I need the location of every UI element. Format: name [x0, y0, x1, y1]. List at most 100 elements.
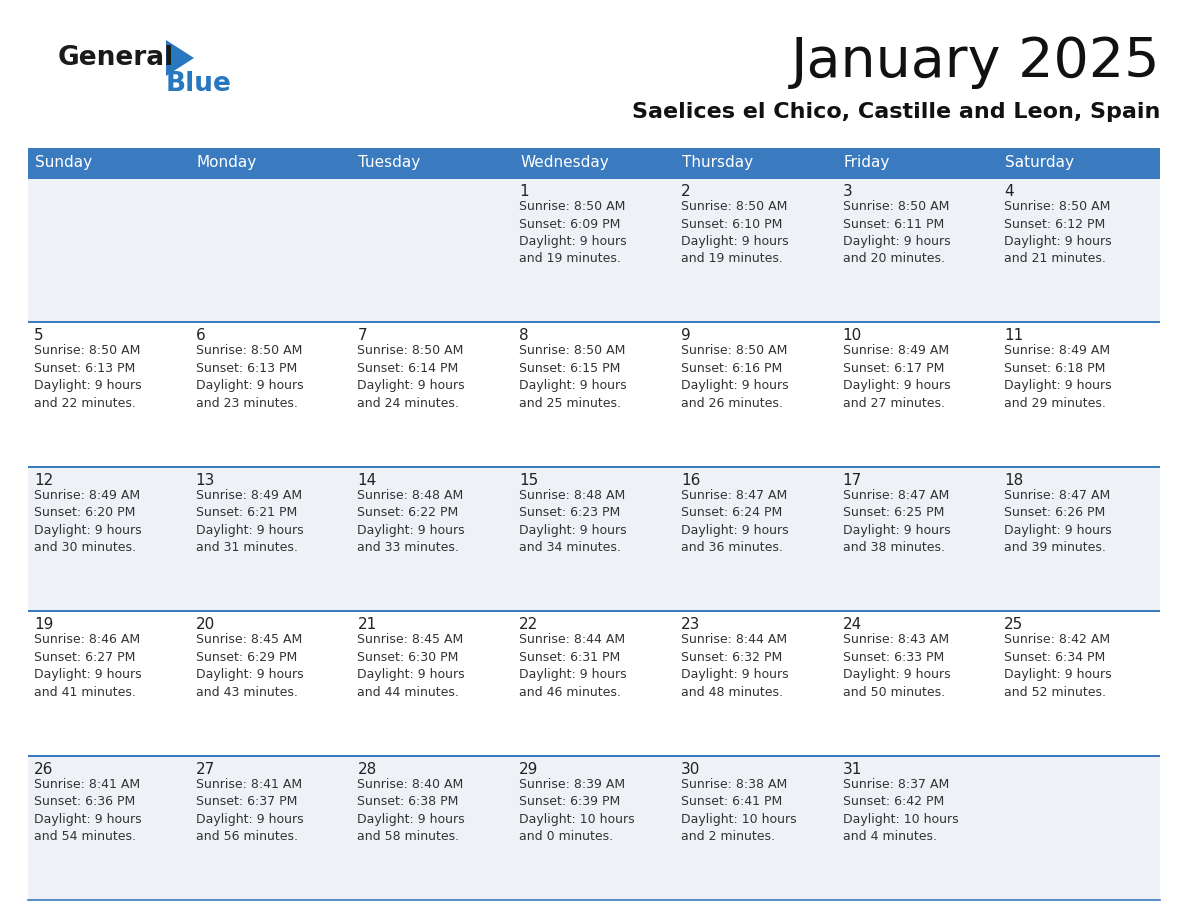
Text: 29: 29: [519, 762, 538, 777]
Bar: [675, 756, 836, 900]
Text: Sunrise: 8:50 AM
Sunset: 6:14 PM
Daylight: 9 hours
and 24 minutes.: Sunrise: 8:50 AM Sunset: 6:14 PM Dayligh…: [358, 344, 465, 410]
Bar: [513, 148, 675, 178]
Text: 18: 18: [1004, 473, 1024, 487]
Text: Sunrise: 8:41 AM
Sunset: 6:37 PM
Daylight: 9 hours
and 56 minutes.: Sunrise: 8:41 AM Sunset: 6:37 PM Dayligh…: [196, 778, 303, 843]
Text: 19: 19: [34, 617, 53, 633]
Text: 5: 5: [34, 329, 44, 343]
Bar: [836, 178, 998, 322]
Text: Sunrise: 8:46 AM
Sunset: 6:27 PM
Daylight: 9 hours
and 41 minutes.: Sunrise: 8:46 AM Sunset: 6:27 PM Dayligh…: [34, 633, 141, 699]
Bar: [190, 466, 352, 611]
Text: 16: 16: [681, 473, 700, 487]
Text: 13: 13: [196, 473, 215, 487]
Text: 20: 20: [196, 617, 215, 633]
Bar: [352, 466, 513, 611]
Text: General: General: [58, 45, 175, 71]
Bar: [513, 611, 675, 756]
Bar: [513, 756, 675, 900]
Bar: [352, 611, 513, 756]
Text: Sunrise: 8:43 AM
Sunset: 6:33 PM
Daylight: 9 hours
and 50 minutes.: Sunrise: 8:43 AM Sunset: 6:33 PM Dayligh…: [842, 633, 950, 699]
Bar: [513, 466, 675, 611]
Bar: [190, 611, 352, 756]
Text: Sunrise: 8:39 AM
Sunset: 6:39 PM
Daylight: 10 hours
and 0 minutes.: Sunrise: 8:39 AM Sunset: 6:39 PM Dayligh…: [519, 778, 634, 843]
Text: Sunrise: 8:44 AM
Sunset: 6:31 PM
Daylight: 9 hours
and 46 minutes.: Sunrise: 8:44 AM Sunset: 6:31 PM Dayligh…: [519, 633, 627, 699]
Bar: [836, 611, 998, 756]
Text: Sunrise: 8:50 AM
Sunset: 6:13 PM
Daylight: 9 hours
and 22 minutes.: Sunrise: 8:50 AM Sunset: 6:13 PM Dayligh…: [34, 344, 141, 410]
Text: Sunrise: 8:45 AM
Sunset: 6:30 PM
Daylight: 9 hours
and 44 minutes.: Sunrise: 8:45 AM Sunset: 6:30 PM Dayligh…: [358, 633, 465, 699]
Text: Sunrise: 8:50 AM
Sunset: 6:11 PM
Daylight: 9 hours
and 20 minutes.: Sunrise: 8:50 AM Sunset: 6:11 PM Dayligh…: [842, 200, 950, 265]
Text: 17: 17: [842, 473, 861, 487]
Text: Sunrise: 8:44 AM
Sunset: 6:32 PM
Daylight: 9 hours
and 48 minutes.: Sunrise: 8:44 AM Sunset: 6:32 PM Dayligh…: [681, 633, 789, 699]
Text: 4: 4: [1004, 184, 1013, 199]
Text: Friday: Friday: [843, 155, 890, 171]
Bar: [675, 148, 836, 178]
Text: 27: 27: [196, 762, 215, 777]
Text: Saelices el Chico, Castille and Leon, Spain: Saelices el Chico, Castille and Leon, Sp…: [632, 102, 1159, 122]
Text: Sunrise: 8:47 AM
Sunset: 6:26 PM
Daylight: 9 hours
and 39 minutes.: Sunrise: 8:47 AM Sunset: 6:26 PM Dayligh…: [1004, 488, 1112, 554]
Text: Sunrise: 8:41 AM
Sunset: 6:36 PM
Daylight: 9 hours
and 54 minutes.: Sunrise: 8:41 AM Sunset: 6:36 PM Dayligh…: [34, 778, 141, 843]
Bar: [352, 322, 513, 466]
Text: Monday: Monday: [197, 155, 257, 171]
Text: Sunrise: 8:50 AM
Sunset: 6:13 PM
Daylight: 9 hours
and 23 minutes.: Sunrise: 8:50 AM Sunset: 6:13 PM Dayligh…: [196, 344, 303, 410]
Text: 8: 8: [519, 329, 529, 343]
Bar: [352, 756, 513, 900]
Text: 2: 2: [681, 184, 690, 199]
Text: 10: 10: [842, 329, 861, 343]
Bar: [29, 148, 190, 178]
Bar: [836, 466, 998, 611]
Text: Sunday: Sunday: [34, 155, 93, 171]
Bar: [29, 322, 190, 466]
Text: 24: 24: [842, 617, 861, 633]
Text: 15: 15: [519, 473, 538, 487]
Bar: [998, 466, 1159, 611]
Bar: [998, 322, 1159, 466]
Text: Sunrise: 8:49 AM
Sunset: 6:17 PM
Daylight: 9 hours
and 27 minutes.: Sunrise: 8:49 AM Sunset: 6:17 PM Dayligh…: [842, 344, 950, 410]
Text: Sunrise: 8:50 AM
Sunset: 6:09 PM
Daylight: 9 hours
and 19 minutes.: Sunrise: 8:50 AM Sunset: 6:09 PM Dayligh…: [519, 200, 627, 265]
Bar: [675, 178, 836, 322]
Text: Wednesday: Wednesday: [520, 155, 609, 171]
Text: Sunrise: 8:42 AM
Sunset: 6:34 PM
Daylight: 9 hours
and 52 minutes.: Sunrise: 8:42 AM Sunset: 6:34 PM Dayligh…: [1004, 633, 1112, 699]
Bar: [998, 611, 1159, 756]
Bar: [836, 148, 998, 178]
Text: 21: 21: [358, 617, 377, 633]
Bar: [998, 756, 1159, 900]
Text: 1: 1: [519, 184, 529, 199]
Text: 25: 25: [1004, 617, 1024, 633]
Text: Sunrise: 8:48 AM
Sunset: 6:22 PM
Daylight: 9 hours
and 33 minutes.: Sunrise: 8:48 AM Sunset: 6:22 PM Dayligh…: [358, 488, 465, 554]
Text: Sunrise: 8:49 AM
Sunset: 6:20 PM
Daylight: 9 hours
and 30 minutes.: Sunrise: 8:49 AM Sunset: 6:20 PM Dayligh…: [34, 488, 141, 554]
Bar: [675, 611, 836, 756]
Text: January 2025: January 2025: [790, 35, 1159, 89]
Polygon shape: [166, 40, 194, 76]
Text: 11: 11: [1004, 329, 1024, 343]
Text: Sunrise: 8:50 AM
Sunset: 6:15 PM
Daylight: 9 hours
and 25 minutes.: Sunrise: 8:50 AM Sunset: 6:15 PM Dayligh…: [519, 344, 627, 410]
Bar: [675, 322, 836, 466]
Bar: [190, 148, 352, 178]
Text: Blue: Blue: [166, 71, 232, 97]
Bar: [513, 322, 675, 466]
Text: 30: 30: [681, 762, 700, 777]
Text: 7: 7: [358, 329, 367, 343]
Text: Sunrise: 8:38 AM
Sunset: 6:41 PM
Daylight: 10 hours
and 2 minutes.: Sunrise: 8:38 AM Sunset: 6:41 PM Dayligh…: [681, 778, 796, 843]
Bar: [190, 756, 352, 900]
Bar: [675, 466, 836, 611]
Bar: [29, 611, 190, 756]
Text: Thursday: Thursday: [682, 155, 753, 171]
Text: 6: 6: [196, 329, 206, 343]
Text: Sunrise: 8:50 AM
Sunset: 6:12 PM
Daylight: 9 hours
and 21 minutes.: Sunrise: 8:50 AM Sunset: 6:12 PM Dayligh…: [1004, 200, 1112, 265]
Text: Saturday: Saturday: [1005, 155, 1074, 171]
Text: 3: 3: [842, 184, 852, 199]
Text: 12: 12: [34, 473, 53, 487]
Text: 26: 26: [34, 762, 53, 777]
Text: 23: 23: [681, 617, 700, 633]
Bar: [836, 322, 998, 466]
Text: Sunrise: 8:45 AM
Sunset: 6:29 PM
Daylight: 9 hours
and 43 minutes.: Sunrise: 8:45 AM Sunset: 6:29 PM Dayligh…: [196, 633, 303, 699]
Bar: [190, 178, 352, 322]
Text: Tuesday: Tuesday: [359, 155, 421, 171]
Text: Sunrise: 8:50 AM
Sunset: 6:16 PM
Daylight: 9 hours
and 26 minutes.: Sunrise: 8:50 AM Sunset: 6:16 PM Dayligh…: [681, 344, 789, 410]
Bar: [29, 756, 190, 900]
Text: Sunrise: 8:48 AM
Sunset: 6:23 PM
Daylight: 9 hours
and 34 minutes.: Sunrise: 8:48 AM Sunset: 6:23 PM Dayligh…: [519, 488, 627, 554]
Bar: [190, 322, 352, 466]
Text: 31: 31: [842, 762, 862, 777]
Text: Sunrise: 8:50 AM
Sunset: 6:10 PM
Daylight: 9 hours
and 19 minutes.: Sunrise: 8:50 AM Sunset: 6:10 PM Dayligh…: [681, 200, 789, 265]
Text: Sunrise: 8:49 AM
Sunset: 6:18 PM
Daylight: 9 hours
and 29 minutes.: Sunrise: 8:49 AM Sunset: 6:18 PM Dayligh…: [1004, 344, 1112, 410]
Text: 9: 9: [681, 329, 690, 343]
